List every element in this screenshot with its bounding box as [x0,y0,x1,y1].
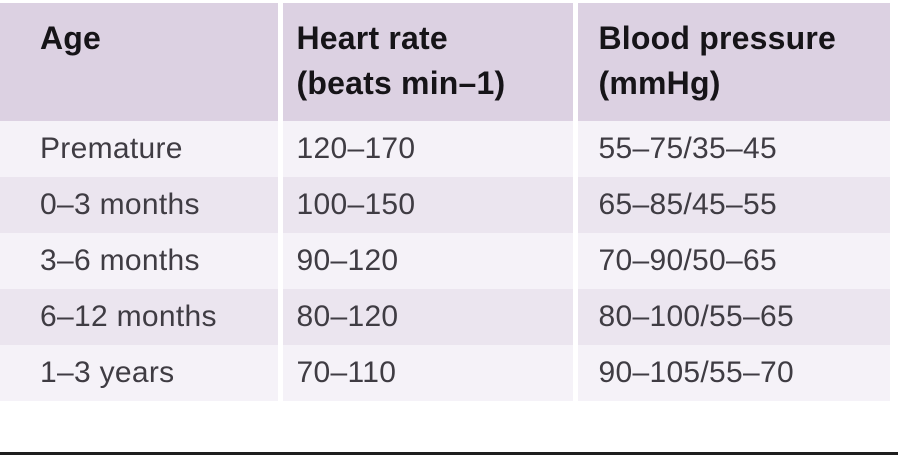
age-cell: Premature [0,121,280,177]
header-row: Age Heart rate (beats min–1) Blood press… [0,3,890,121]
blood-pressure-cell: 65–85/45–55 [572,177,890,233]
bottom-rule [0,452,898,455]
table-row: Premature 120–170 55–75/35–45 [0,121,890,177]
table-row: 1–3 years 70–110 90–105/55–70 [0,345,890,401]
blood-pressure-cell: 90–105/55–70 [572,345,890,401]
age-cell: 3–6 months [0,233,280,289]
age-cell: 1–3 years [0,345,280,401]
heart-rate-cell: 100–150 [277,177,575,233]
column-header-heart-rate-label: Heart rate [296,20,448,56]
column-header-heart-rate-unit: (beats min–1) [296,65,506,101]
heart-rate-cell: 70–110 [277,345,575,401]
table-row: 3–6 months 90–120 70–90/50–65 [0,233,890,289]
vital-signs-table: Age Heart rate (beats min–1) Blood press… [0,3,890,401]
column-header-heart-rate: Heart rate (beats min–1) [277,3,575,121]
column-header-blood-pressure: Blood pressure (mmHg) [572,3,890,121]
column-header-age-label: Age [40,20,102,56]
table-row: 0–3 months 100–150 65–85/45–55 [0,177,890,233]
age-cell: 0–3 months [0,177,280,233]
column-header-blood-pressure-unit: (mmHg) [598,65,721,101]
blood-pressure-cell: 55–75/35–45 [572,121,890,177]
blood-pressure-cell: 70–90/50–65 [572,233,890,289]
table-row: 6–12 months 80–120 80–100/55–65 [0,289,890,345]
heart-rate-cell: 80–120 [277,289,575,345]
blood-pressure-cell: 80–100/55–65 [572,289,890,345]
heart-rate-cell: 90–120 [277,233,575,289]
column-header-age: Age [0,3,280,121]
heart-rate-cell: 120–170 [277,121,575,177]
age-cell: 6–12 months [0,289,280,345]
column-header-blood-pressure-label: Blood pressure [598,20,837,56]
